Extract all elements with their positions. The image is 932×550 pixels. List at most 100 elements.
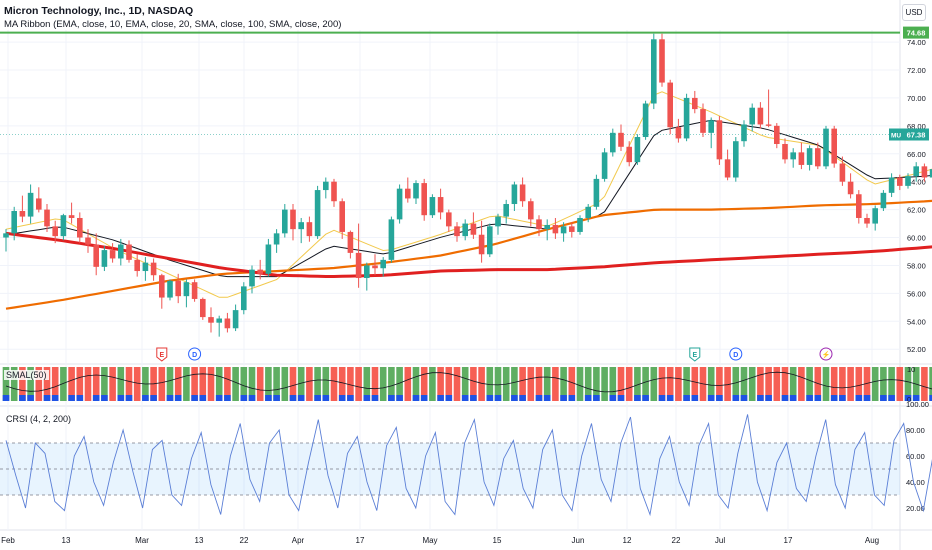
- smal-column: [552, 367, 559, 401]
- smal-column: [625, 367, 633, 401]
- crsi-tick-label: 20.00: [906, 504, 925, 513]
- x-tick-label: Feb: [1, 536, 15, 545]
- smal-column: [461, 367, 469, 401]
- candle-body: [593, 178, 600, 207]
- smal-column-base: [101, 395, 108, 401]
- smal-column: [584, 367, 592, 401]
- smal-column: [634, 367, 641, 401]
- smal-column: [707, 367, 715, 401]
- candle-body: [683, 97, 690, 139]
- smal-column: [568, 367, 576, 401]
- currency-button[interactable]: USD: [902, 4, 926, 21]
- dividend-marker: [188, 347, 202, 361]
- smal-column-base: [765, 395, 772, 401]
- smal-column: [543, 367, 551, 401]
- candle-body: [929, 169, 932, 178]
- candle-body: [856, 194, 862, 218]
- x-tick-label: 17: [356, 536, 365, 545]
- candle-body: [503, 204, 509, 217]
- smal-column: [330, 367, 338, 401]
- smal-column-base: [666, 395, 674, 401]
- candle-body: [897, 177, 903, 186]
- smal-column: [732, 367, 740, 401]
- smal-column: [921, 367, 928, 401]
- smal-column-base: [347, 395, 354, 401]
- candle-body: [150, 262, 157, 276]
- smal-column: [683, 367, 690, 401]
- smal-column-base: [716, 395, 723, 401]
- smal-column: [396, 367, 403, 401]
- candle-body: [429, 197, 436, 216]
- smal-column: [445, 367, 453, 401]
- smal-column-base: [593, 395, 600, 401]
- candle-body: [913, 166, 919, 177]
- candle-body: [134, 259, 140, 272]
- smal-column-base: [27, 395, 34, 401]
- smal-column: [494, 367, 502, 401]
- candle-body: [708, 120, 714, 133]
- candle-body: [847, 181, 854, 195]
- x-tick-label: Apr: [292, 536, 305, 545]
- candle-body: [413, 183, 419, 199]
- smal-column-base: [535, 395, 543, 401]
- candle-body: [667, 82, 673, 128]
- smal-column: [601, 367, 608, 401]
- smal-column-base: [2, 395, 10, 401]
- smal-line: [5, 371, 932, 393]
- candle-body: [265, 244, 272, 274]
- smal-column-base: [806, 395, 813, 401]
- smal-column: [765, 367, 772, 401]
- candle-body: [462, 223, 468, 237]
- smal-column: [60, 367, 67, 401]
- smal-column-base: [494, 395, 502, 401]
- smal-column: [174, 367, 182, 401]
- smal-column-base: [166, 395, 174, 401]
- smal-column: [773, 367, 781, 401]
- smal-column-base: [199, 395, 207, 401]
- price-tick-label: 56.00: [907, 289, 926, 298]
- crsi-line: [5, 414, 932, 517]
- candle-body: [782, 143, 788, 160]
- smal-column: [51, 367, 59, 401]
- candle-body: [364, 265, 370, 279]
- smal-column: [355, 367, 362, 401]
- smal-column-base: [519, 395, 526, 401]
- smal-column: [724, 367, 731, 401]
- smal-column: [158, 367, 166, 401]
- candle-body: [642, 103, 649, 138]
- smal-column: [412, 367, 420, 401]
- candle-body: [757, 107, 764, 125]
- candle-body: [11, 211, 17, 234]
- smal-column: [273, 367, 280, 401]
- smal-column-base: [338, 395, 346, 401]
- price-tick-label: 72.00: [907, 66, 926, 75]
- smal-column-base: [568, 395, 576, 401]
- smal-column: [314, 367, 321, 401]
- dividend-marker-text: D: [192, 352, 197, 359]
- smal-column: [338, 367, 346, 401]
- smal-column-base: [740, 395, 748, 401]
- smal-column: [470, 367, 477, 401]
- candle-body: [167, 280, 173, 298]
- smal-column-base: [273, 395, 280, 401]
- smal-column-base: [445, 395, 453, 401]
- smal-column-base: [215, 395, 223, 401]
- smal-column-base: [117, 395, 125, 401]
- smal-column-base: [912, 395, 920, 401]
- smal-column: [125, 367, 133, 401]
- x-tick-label: Jul: [715, 536, 725, 545]
- smal-column-base: [142, 395, 149, 401]
- smal-column: [593, 367, 600, 401]
- candle-body: [806, 148, 813, 165]
- candle-body: [536, 219, 542, 230]
- crsi-tick-label: 100.00: [906, 400, 929, 409]
- candle-body: [314, 190, 321, 237]
- smal-column: [429, 367, 436, 401]
- candle-body: [142, 262, 149, 272]
- smal-column: [322, 367, 330, 401]
- smal-column: [658, 367, 666, 401]
- candle-body: [716, 120, 723, 160]
- smal-column-base: [511, 395, 518, 401]
- candle-body: [872, 208, 878, 224]
